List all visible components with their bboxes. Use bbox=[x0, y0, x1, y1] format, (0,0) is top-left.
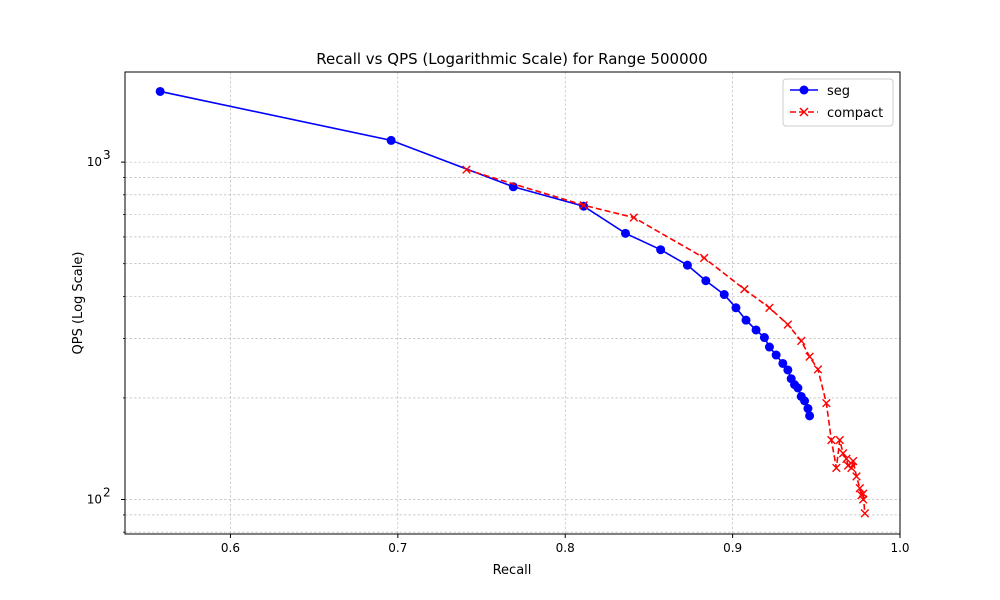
series-compact-line bbox=[466, 168, 866, 514]
series-seg-point bbox=[771, 350, 781, 360]
series-compact-point bbox=[699, 253, 709, 263]
series-seg-point bbox=[778, 358, 788, 368]
x-tick-label: 0.8 bbox=[556, 541, 575, 555]
series-compact-point bbox=[765, 303, 774, 313]
series-compact-point bbox=[629, 213, 639, 222]
x-axis-label: Recall bbox=[493, 563, 532, 578]
series-seg-point bbox=[803, 404, 813, 414]
series-compact-point bbox=[796, 336, 806, 346]
series-compact-point bbox=[835, 435, 845, 445]
series-compact-point bbox=[832, 463, 841, 473]
series-seg-point bbox=[793, 383, 803, 393]
series-seg-point bbox=[805, 411, 815, 421]
series-compact-point bbox=[462, 165, 471, 174]
series-seg-point bbox=[751, 325, 761, 335]
chart-title: Recall vs QPS (Logarithmic Scale) for Ra… bbox=[316, 50, 707, 68]
plot-frame bbox=[124, 71, 901, 535]
series-compact-point bbox=[740, 284, 749, 294]
y-axis-label: QPS (Log Scale) bbox=[71, 252, 86, 355]
x-tick-label: 0.9 bbox=[723, 541, 742, 555]
series-compact-point bbox=[783, 320, 793, 329]
series-seg-point bbox=[656, 245, 666, 255]
series-seg-point bbox=[620, 228, 630, 238]
series-compact-point bbox=[852, 472, 861, 481]
series-compact-point bbox=[842, 454, 851, 464]
series-compact-point bbox=[822, 398, 831, 408]
series-seg-point bbox=[731, 303, 741, 313]
legend-compact-marker bbox=[799, 107, 809, 117]
series-layer bbox=[155, 86, 870, 518]
x-tick-label: 0.7 bbox=[388, 541, 407, 555]
legend-seg-label: seg bbox=[827, 84, 850, 99]
series-seg-point bbox=[155, 86, 165, 96]
y-tick-exponent: 2 bbox=[103, 485, 111, 499]
series-seg-point bbox=[386, 135, 396, 145]
series-seg-point bbox=[759, 333, 769, 343]
series-compact-point bbox=[838, 449, 848, 458]
y-tick-label: 10 bbox=[87, 492, 102, 506]
series-seg-point bbox=[701, 276, 711, 286]
series-seg-point bbox=[719, 290, 729, 300]
grid bbox=[125, 72, 901, 534]
series-seg-line bbox=[159, 90, 811, 416]
series-compact-point bbox=[827, 435, 836, 445]
series-seg-point bbox=[682, 260, 692, 270]
series-compact-point bbox=[847, 463, 856, 473]
series-compact-point bbox=[855, 483, 865, 493]
series-compact-point bbox=[848, 456, 858, 466]
legend-seg-marker bbox=[799, 85, 809, 95]
legend-compact-label: compact bbox=[827, 106, 883, 121]
series-seg-point bbox=[508, 182, 518, 192]
series-compact-point bbox=[805, 352, 814, 361]
series-compact-point bbox=[858, 489, 868, 499]
y-tick-exponent: 3 bbox=[103, 148, 111, 162]
x-tick-label: 1.0 bbox=[890, 541, 909, 555]
x-tick-label: 0.6 bbox=[221, 541, 240, 555]
series-seg-point bbox=[800, 396, 810, 406]
series-seg-point bbox=[764, 342, 774, 352]
legend: seg compact bbox=[782, 78, 894, 127]
series-seg-point bbox=[741, 315, 751, 325]
series-compact-point bbox=[860, 508, 870, 518]
series-compact-point bbox=[813, 365, 823, 374]
y-tick-label: 10 bbox=[87, 155, 102, 169]
series-compact-point bbox=[579, 200, 588, 210]
series-seg-point bbox=[783, 365, 793, 375]
